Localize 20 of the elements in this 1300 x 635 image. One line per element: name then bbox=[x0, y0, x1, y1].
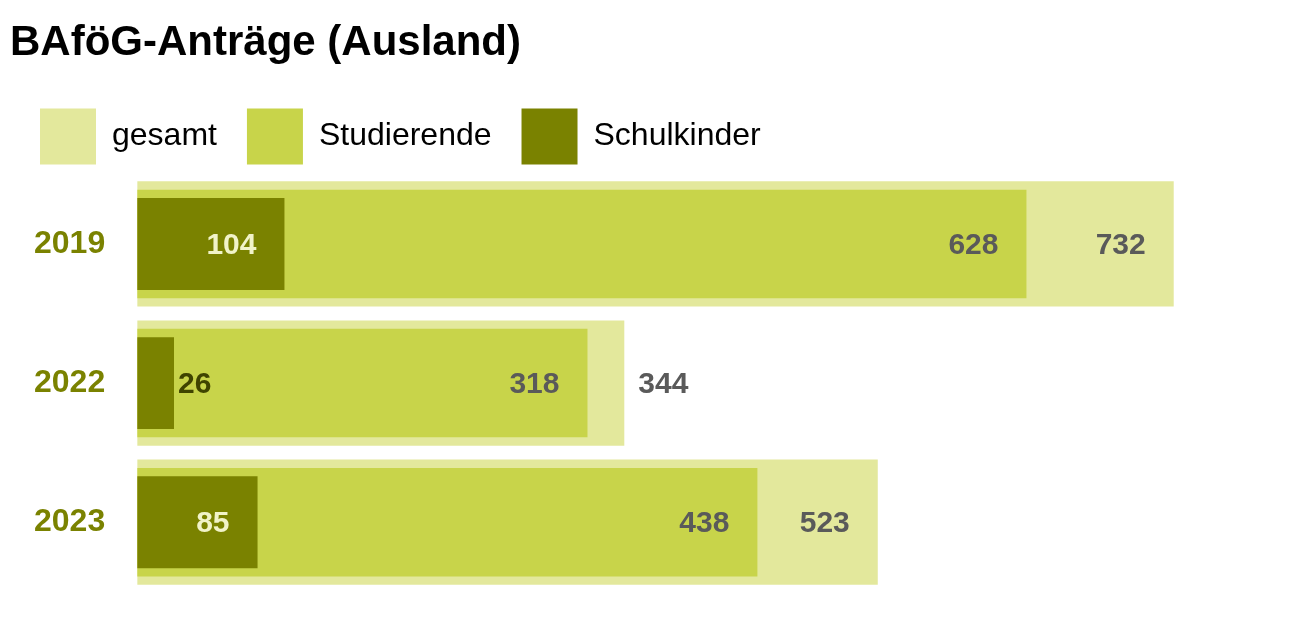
y-tick-label: 2019 bbox=[34, 223, 106, 260]
y-tick-label: 2023 bbox=[34, 502, 106, 539]
y-tick-label: 2022 bbox=[34, 362, 106, 399]
bar bbox=[137, 198, 285, 290]
data-label: 318 bbox=[509, 366, 560, 400]
data-label: 438 bbox=[679, 505, 730, 539]
data-label: 523 bbox=[799, 505, 850, 539]
legend-label: gesamt bbox=[112, 116, 218, 153]
legend-label: Studierende bbox=[318, 116, 492, 153]
bar bbox=[137, 476, 258, 569]
legend-label: Schulkinder bbox=[593, 116, 762, 153]
bar bbox=[137, 328, 588, 438]
data-label: 26 bbox=[178, 366, 212, 400]
data-label: 85 bbox=[196, 505, 230, 539]
data-label: 628 bbox=[948, 227, 999, 261]
bar bbox=[137, 337, 174, 430]
data-label: 344 bbox=[638, 366, 689, 400]
data-label: 732 bbox=[1095, 227, 1146, 261]
chart-title: BAföG-Anträge (Ausland) bbox=[10, 16, 521, 64]
data-label: 104 bbox=[206, 227, 257, 261]
